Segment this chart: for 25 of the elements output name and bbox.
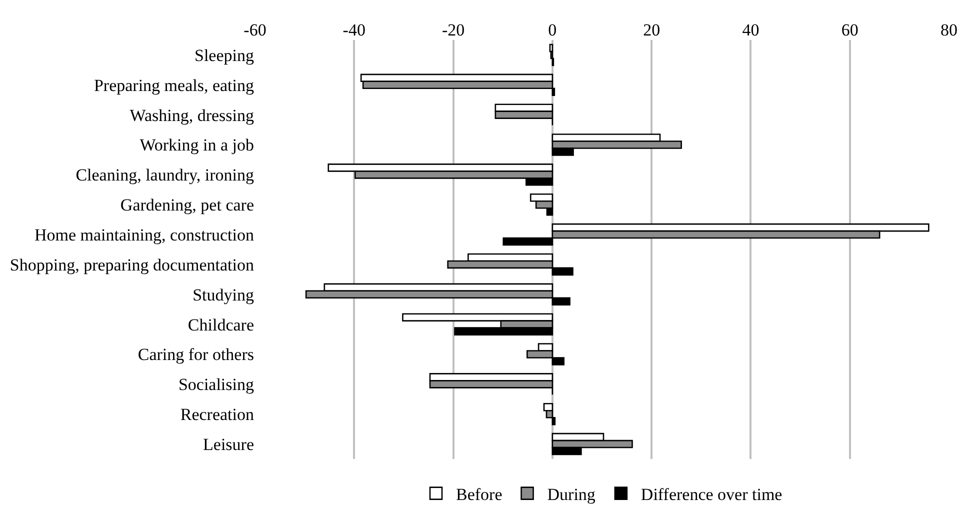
legend-label: Before [456,484,502,504]
x-tick-label: 40 [742,20,760,40]
y-tick-label: Sleeping [194,46,254,65]
y-tick-label: Childcare [188,315,254,334]
legend-label: During [547,484,596,504]
y-tick-label: Recreation [180,405,254,424]
legend-label: Difference over time [640,484,782,504]
y-tick-label: Shopping, preparing documentation [10,255,254,274]
y-tick-label: Gardening, pet care [120,196,254,215]
x-tick-label: 60 [841,20,858,40]
y-tick-label: Caring for others [138,345,254,364]
y-tick-label: Home maintaining, construction [34,225,254,244]
x-tick-label: 20 [643,20,660,40]
y-tick-label: Washing, dressing [130,106,254,125]
y-tick-label: Cleaning, laundry, ironing [76,166,254,185]
y-tick-label: Socialising [178,375,254,394]
x-tick-label: 80 [940,20,958,40]
x-tick-label: -60 [244,20,266,40]
y-tick-label: Studying [192,285,254,304]
y-tick-label: Leisure [203,434,254,454]
x-tick-label: -20 [442,20,465,40]
x-tick-label: 0 [548,20,557,40]
y-tick-label: Working in a job [140,136,254,155]
x-tick-label: -40 [342,20,366,40]
y-tick-label: Preparing meals, eating [94,76,254,95]
